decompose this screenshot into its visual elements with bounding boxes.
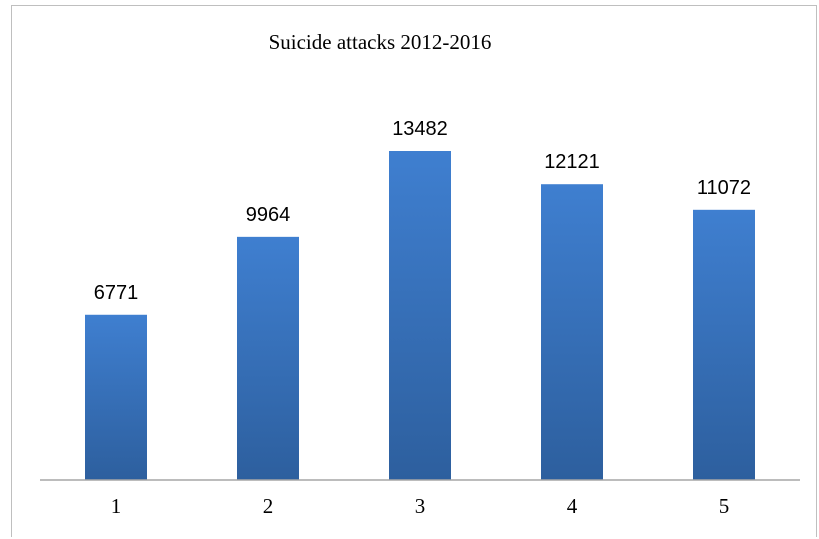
x-tick-label-2: 2 (263, 494, 274, 518)
bar-2 (237, 236, 299, 480)
x-tick-label-5: 5 (719, 494, 730, 518)
data-label-1: 6771 (94, 282, 139, 304)
bar-5 (693, 209, 755, 480)
bar-4 (541, 184, 603, 481)
chart-title: Suicide attacks 2012-2016 (268, 30, 492, 54)
bar-3 (389, 151, 451, 480)
x-tick-label-1: 1 (111, 494, 122, 518)
data-label-3: 13482 (392, 118, 448, 140)
data-label-2: 9964 (246, 204, 291, 226)
x-tick-label-3: 3 (415, 494, 426, 518)
x-tick-label-4: 4 (567, 494, 578, 518)
data-label-5: 11072 (697, 177, 751, 199)
data-label-4: 12121 (544, 151, 600, 173)
bar-1 (85, 314, 147, 480)
chart-frame (11, 5, 817, 537)
